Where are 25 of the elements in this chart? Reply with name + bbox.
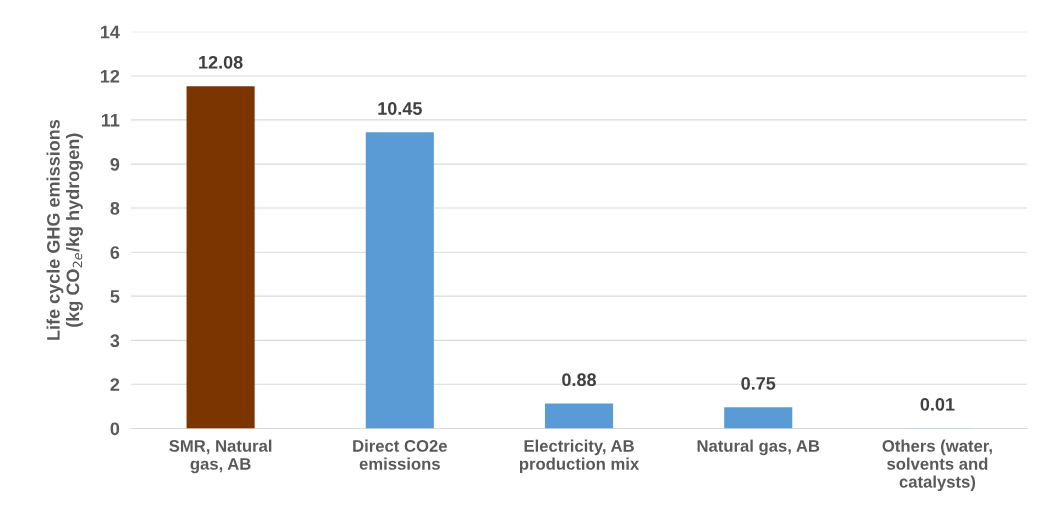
y-tick-label: 9 (110, 158, 120, 171)
x-tick-label: Others (water, solvents and catalysts) (882, 439, 992, 492)
y-axis-title: Life cycle GHG emissions (kg CO$_{2e}$/kg hydrogen) (46, 119, 83, 340)
y-tick-label: 6 (110, 246, 120, 259)
data-label: 0.01 (920, 397, 955, 411)
bar (365, 132, 434, 429)
bar (544, 403, 614, 429)
y-tick-label: 12 (100, 69, 120, 83)
bar (724, 407, 793, 429)
x-tick-label: Natural gas, AB (697, 439, 820, 456)
y-tick-label: 14 (100, 25, 120, 39)
bar (186, 86, 255, 429)
data-label: 12.08 (199, 55, 243, 69)
y-tick-label: 8 (110, 201, 120, 215)
y-tick-label: 11 (101, 114, 120, 127)
x-tick-label: Electricity, AB production mix (519, 439, 640, 474)
data-label: 0.88 (562, 373, 597, 387)
x-tick-label: Direct CO2e emissions (353, 439, 447, 470)
y-tick-label: 0 (110, 422, 120, 436)
data-label: 10.45 (378, 102, 422, 115)
y-tick-label: 3 (110, 334, 120, 348)
y-tick-label: 5 (110, 290, 120, 303)
data-label: 0.75 (741, 376, 776, 390)
y-tick-label: 2 (110, 378, 120, 391)
x-tick-label: SMR, Natural gas, AB (169, 439, 272, 474)
